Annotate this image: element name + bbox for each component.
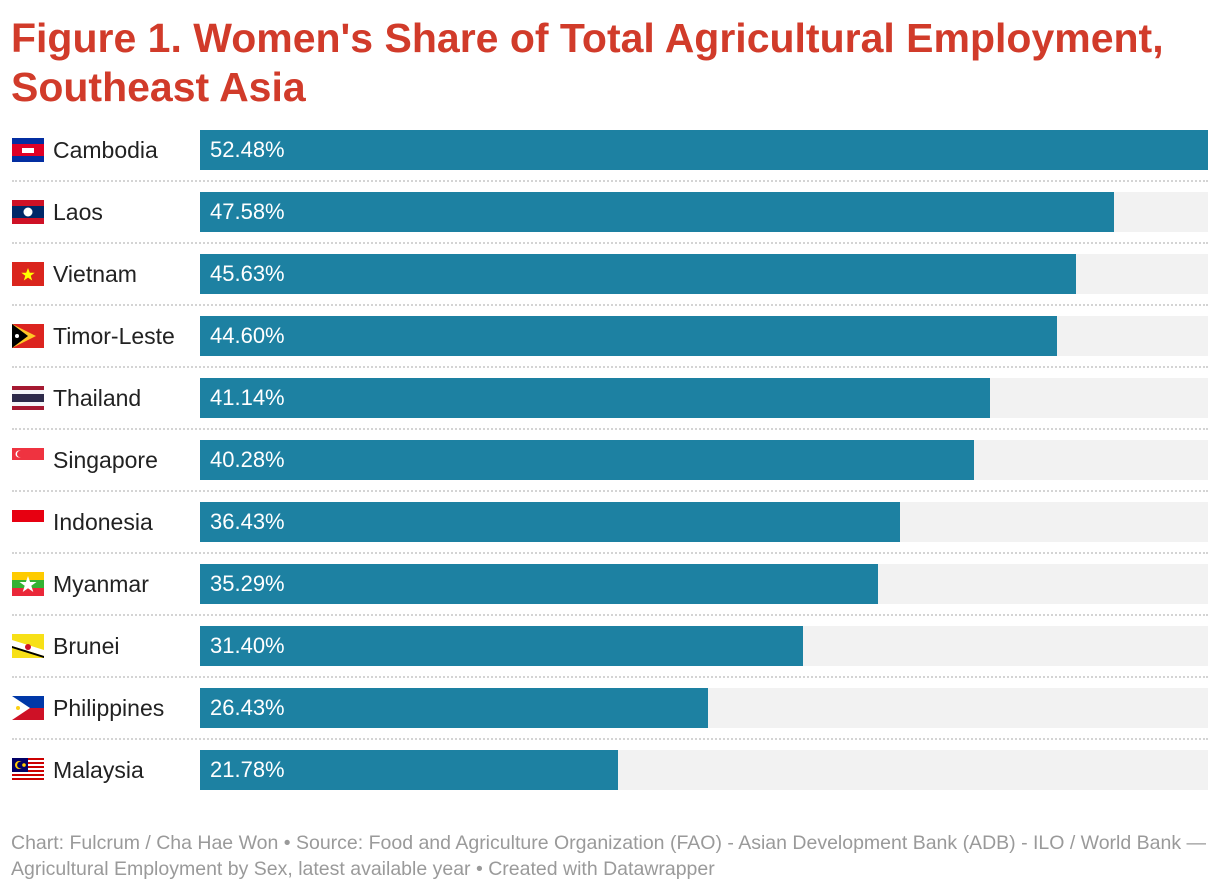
bar-row: Malaysia 21.78% — [12, 750, 1208, 790]
category-label: Thailand — [53, 385, 142, 411]
value-label: 44.60% — [210, 323, 285, 348]
malaysia-flag-icon — [12, 758, 44, 782]
bar-row: Brunei 31.40% — [12, 626, 1208, 666]
bar-row: Myanmar 35.29% — [12, 564, 1208, 604]
row-divider — [12, 552, 1208, 554]
thailand-flag-icon — [12, 386, 44, 410]
bar-track: 31.40% — [200, 626, 1208, 666]
row-divider — [12, 614, 1208, 616]
bar-row: Vietnam 45.63% — [12, 254, 1208, 294]
value-label: 31.40% — [210, 633, 285, 658]
bar-track: 44.60% — [200, 316, 1208, 356]
value-label: 26.43% — [210, 695, 285, 720]
bar: 40.28% — [200, 440, 974, 480]
cambodia-flag-icon — [12, 138, 44, 162]
bar-row: Philippines 26.43% — [12, 688, 1208, 728]
brunei-flag-icon — [12, 634, 44, 658]
timor-leste-flag-icon — [12, 324, 44, 348]
category-label: Singapore — [53, 447, 158, 473]
vietnam-flag-icon — [12, 262, 44, 286]
row-divider — [12, 180, 1208, 182]
row-divider — [12, 738, 1208, 740]
row-divider — [12, 428, 1208, 430]
bar-track: 45.63% — [200, 254, 1208, 294]
philippines-flag-icon — [12, 696, 44, 720]
bar-track: 47.58% — [200, 192, 1208, 232]
bar-track: 21.78% — [200, 750, 1208, 790]
row-divider — [12, 242, 1208, 244]
value-label: 21.78% — [210, 757, 285, 782]
category-label: Malaysia — [53, 757, 144, 783]
bar: 36.43% — [200, 502, 900, 542]
value-label: 47.58% — [210, 199, 285, 224]
category-label: Philippines — [53, 695, 165, 721]
myanmar-flag-icon — [12, 572, 44, 596]
bar-track: 40.28% — [200, 440, 1208, 480]
value-label: 41.14% — [210, 385, 285, 410]
bar-row: Indonesia 36.43% — [12, 502, 1208, 542]
row-divider — [12, 304, 1208, 306]
bar: 31.40% — [200, 626, 804, 666]
bar-track: 35.29% — [200, 564, 1208, 604]
bar-track: 26.43% — [200, 688, 1208, 728]
singapore-flag-icon — [12, 448, 44, 472]
category-label: Cambodia — [53, 137, 158, 163]
bar-row: Laos 47.58% — [12, 192, 1208, 232]
chart-title: Figure 1. Women's Share of Total Agricul… — [11, 15, 1164, 110]
row-divider — [12, 366, 1208, 368]
value-label: 40.28% — [210, 447, 285, 472]
value-label: 36.43% — [210, 509, 285, 534]
bar-track: 41.14% — [200, 378, 1208, 418]
value-label: 35.29% — [210, 571, 285, 596]
bar-row: Timor-Leste 44.60% — [12, 316, 1208, 356]
laos-flag-icon — [12, 200, 44, 224]
category-label: Brunei — [53, 633, 120, 659]
category-label: Timor-Leste — [53, 323, 175, 349]
bar: 41.14% — [200, 378, 991, 418]
bar-row: Singapore 40.28% — [12, 440, 1208, 480]
category-label: Indonesia — [53, 509, 153, 535]
bar-row: Cambodia 52.48% — [12, 130, 1208, 170]
row-divider — [12, 676, 1208, 678]
category-label: Vietnam — [53, 261, 137, 287]
bar: 45.63% — [200, 254, 1077, 294]
value-label: 45.63% — [210, 261, 285, 286]
bar: 21.78% — [200, 750, 619, 790]
value-label: 52.48% — [210, 137, 285, 162]
indonesia-flag-icon — [12, 510, 44, 534]
category-label: Laos — [53, 199, 103, 225]
bar: 47.58% — [200, 192, 1114, 232]
row-divider — [12, 490, 1208, 492]
chart-footer: Chart: Fulcrum / Cha Hae Won • Source: F… — [11, 832, 1207, 880]
bar-row: Thailand 41.14% — [12, 378, 1208, 418]
bar-track: 36.43% — [200, 502, 1208, 542]
bar: 52.48% — [200, 130, 1208, 170]
bar-track: 52.48% — [200, 130, 1208, 170]
bar: 26.43% — [200, 688, 708, 728]
category-label: Myanmar — [53, 571, 149, 597]
bar: 44.60% — [200, 316, 1057, 356]
bar: 35.29% — [200, 564, 878, 604]
